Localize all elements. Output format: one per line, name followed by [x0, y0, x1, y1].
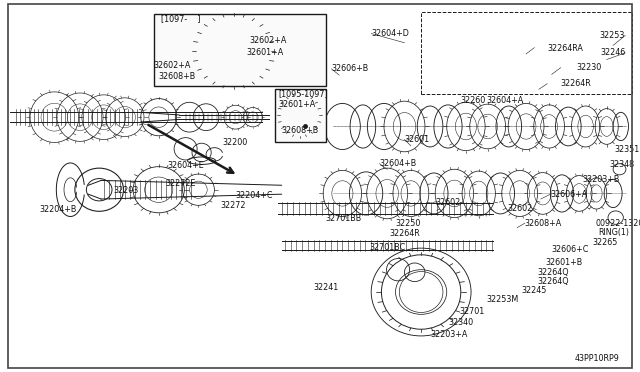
Bar	[275, 89, 326, 142]
Text: 32204+B: 32204+B	[40, 205, 77, 214]
Text: 32272E: 32272E	[165, 179, 196, 187]
Text: 32203+B: 32203+B	[582, 175, 620, 184]
Text: 32241: 32241	[314, 283, 339, 292]
Text: 32606+B: 32606+B	[332, 64, 369, 73]
Text: 32265: 32265	[592, 238, 618, 247]
Text: 32340: 32340	[448, 318, 473, 327]
Text: 32264Q: 32264Q	[538, 268, 569, 277]
Text: 32604+B: 32604+B	[380, 159, 417, 168]
Text: 32608+A: 32608+A	[525, 219, 562, 228]
Text: 43PP10RP9: 43PP10RP9	[575, 355, 620, 363]
Text: [1095-1097]: [1095-1097]	[278, 89, 328, 98]
Text: 32604+E: 32604+E	[168, 161, 204, 170]
Text: 32250: 32250	[396, 219, 421, 228]
Bar	[421, 12, 632, 94]
Text: 32606+A: 32606+A	[550, 190, 588, 199]
Text: 32701: 32701	[460, 307, 484, 316]
Text: 32601: 32601	[404, 135, 429, 144]
Text: 32200: 32200	[223, 138, 248, 147]
Text: [1097-    ]: [1097- ]	[161, 14, 201, 23]
Text: 32260: 32260	[461, 96, 486, 105]
Text: 32348: 32348	[609, 160, 634, 169]
Text: 32602+A: 32602+A	[250, 36, 287, 45]
Text: 32608+B: 32608+B	[159, 72, 196, 81]
Text: 32203: 32203	[114, 186, 139, 195]
Text: 32264RA: 32264RA	[547, 44, 583, 53]
Text: 32246: 32246	[600, 48, 625, 57]
Text: 32264R: 32264R	[560, 79, 591, 88]
Text: 32245: 32245	[522, 286, 547, 295]
Text: 32602: 32602	[508, 204, 532, 213]
Text: 32230: 32230	[576, 63, 601, 72]
Text: 32604+D: 32604+D	[371, 29, 409, 38]
Text: 00922-13200: 00922-13200	[595, 219, 640, 228]
Text: 32203+A: 32203+A	[430, 330, 467, 339]
Text: 32253M: 32253M	[486, 295, 518, 304]
Text: 32608+B: 32608+B	[282, 126, 319, 135]
Text: 32264Q: 32264Q	[538, 277, 569, 286]
Text: 32602+A: 32602+A	[154, 61, 191, 70]
Text: 32604+A: 32604+A	[486, 96, 524, 105]
Text: 32601+A: 32601+A	[278, 100, 316, 109]
Bar	[154, 14, 326, 86]
Text: 32701BC: 32701BC	[370, 243, 406, 252]
Text: RING(1): RING(1)	[598, 228, 629, 237]
Text: 32264R: 32264R	[389, 229, 420, 238]
Text: 32701BB: 32701BB	[325, 214, 362, 223]
Text: 32253: 32253	[600, 31, 625, 40]
Text: 32602: 32602	[435, 198, 460, 207]
Text: 32351: 32351	[614, 145, 639, 154]
Text: 32204+C: 32204+C	[236, 191, 273, 200]
Text: 32606+C: 32606+C	[552, 246, 589, 254]
Text: 32601+A: 32601+A	[246, 48, 284, 57]
Text: 32272: 32272	[221, 201, 246, 210]
Text: 32601+B: 32601+B	[545, 258, 582, 267]
